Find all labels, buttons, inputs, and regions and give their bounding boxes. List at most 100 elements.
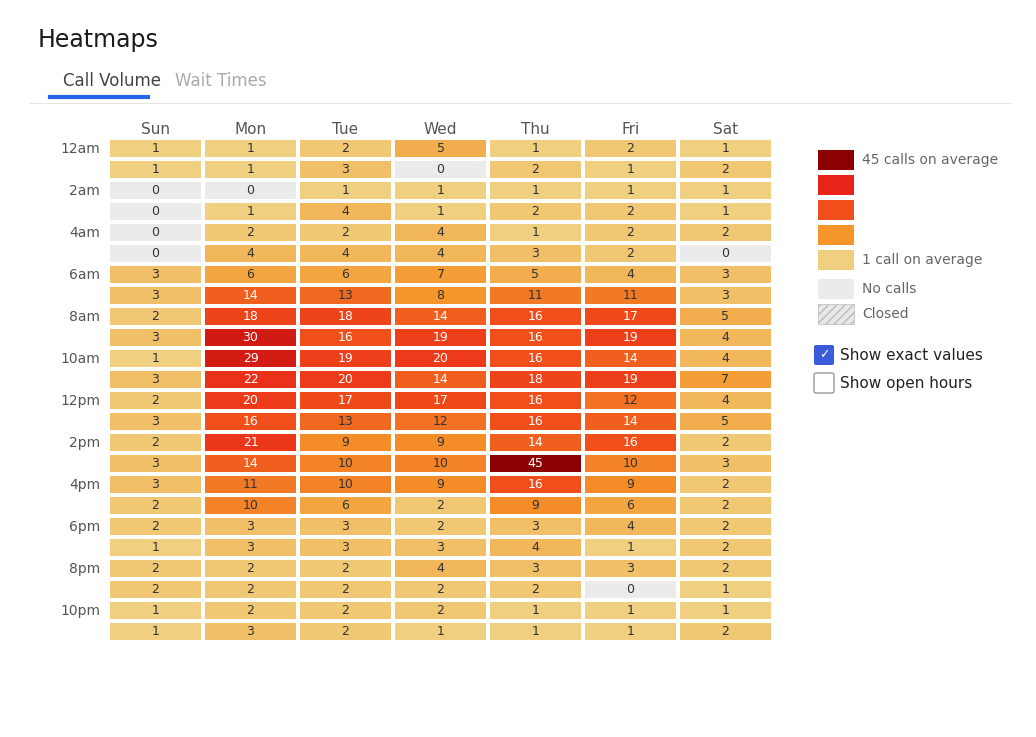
Bar [818,250,854,270]
Bar [585,518,677,535]
Text: 4: 4 [721,352,729,365]
Text: 1 call on average: 1 call on average [862,253,982,267]
Text: 2: 2 [531,583,540,596]
Bar [490,161,581,178]
Bar [490,455,581,472]
Bar [395,203,486,220]
Bar [585,224,677,241]
Bar [205,329,296,346]
Bar [490,350,581,367]
Text: 3: 3 [342,520,349,533]
Bar [585,350,677,367]
Text: 3: 3 [151,478,160,491]
Text: 14: 14 [623,415,638,428]
Text: 0: 0 [721,247,729,260]
Text: 1: 1 [531,142,540,155]
Text: 1: 1 [247,142,255,155]
Text: 9: 9 [342,436,349,449]
Bar [205,203,296,220]
Text: 16: 16 [527,310,543,323]
Bar [205,581,296,598]
Text: No calls: No calls [862,282,917,296]
Bar [205,371,296,388]
Text: 17: 17 [338,394,353,407]
Text: 13: 13 [338,289,353,302]
Text: 16: 16 [527,394,543,407]
Bar [110,602,201,619]
Text: 10: 10 [242,499,258,512]
Bar [300,266,391,283]
Bar [680,140,771,157]
Text: 2pm: 2pm [68,436,100,450]
Bar [395,455,486,472]
Bar [205,140,296,157]
Text: 0: 0 [151,205,160,218]
Text: 1: 1 [531,604,540,617]
Text: 6: 6 [627,499,634,512]
Bar [585,329,677,346]
Text: 1: 1 [627,625,634,638]
Text: 3: 3 [721,457,729,470]
Text: 2: 2 [721,562,729,575]
Text: 1: 1 [721,205,729,218]
Bar [395,287,486,304]
Text: 2: 2 [627,205,634,218]
Text: 1: 1 [247,163,255,176]
Bar [585,581,677,598]
Bar [300,287,391,304]
Text: 3: 3 [151,415,160,428]
Bar [680,371,771,388]
Bar [395,602,486,619]
Bar [818,150,854,170]
Bar [395,518,486,535]
Text: 19: 19 [623,373,638,386]
Text: 1: 1 [721,184,729,197]
Bar [680,287,771,304]
Bar [490,602,581,619]
Bar [818,279,854,299]
Bar [490,392,581,409]
Bar [680,518,771,535]
Bar [490,182,581,199]
Bar [585,203,677,220]
Bar [680,203,771,220]
Text: 1: 1 [721,583,729,596]
Bar [818,304,854,324]
Text: 17: 17 [433,394,449,407]
Bar [680,560,771,577]
Bar [205,350,296,367]
Text: 17: 17 [623,310,638,323]
Text: 2: 2 [721,226,729,239]
Bar [490,140,581,157]
Text: 5: 5 [436,142,444,155]
Text: 10: 10 [433,457,449,470]
Bar [300,602,391,619]
Text: 2: 2 [436,583,444,596]
Text: Wed: Wed [424,122,457,136]
Bar [300,413,391,430]
Bar [680,266,771,283]
Bar [205,392,296,409]
Text: 6: 6 [342,268,349,281]
Text: 1: 1 [151,163,160,176]
Text: 14: 14 [433,373,449,386]
Text: 19: 19 [433,331,449,344]
FancyBboxPatch shape [814,373,834,393]
Text: 4: 4 [531,541,540,554]
Bar [110,560,201,577]
Text: Heatmaps: Heatmaps [38,28,159,52]
Text: 2: 2 [721,541,729,554]
Text: 11: 11 [623,289,638,302]
Text: 29: 29 [242,352,258,365]
Text: 0: 0 [151,226,160,239]
Text: 1: 1 [151,541,160,554]
Bar [818,225,854,245]
Bar [490,497,581,514]
Text: 45 calls on average: 45 calls on average [862,153,998,167]
Text: 2: 2 [721,478,729,491]
Bar [585,392,677,409]
Text: 12: 12 [433,415,449,428]
Text: 2: 2 [342,562,349,575]
Bar [680,350,771,367]
Text: 7: 7 [721,373,729,386]
